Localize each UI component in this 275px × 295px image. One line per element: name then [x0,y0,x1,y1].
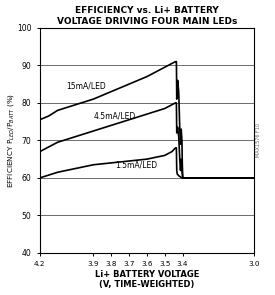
Text: MAX1576 F10: MAX1576 F10 [256,123,261,157]
Text: 1.5mA/LED: 1.5mA/LED [115,160,157,169]
X-axis label: Li+ BATTERY VOLTAGE
(V, TIME-WEIGHTED): Li+ BATTERY VOLTAGE (V, TIME-WEIGHTED) [95,270,199,289]
Text: 4.5mA/LED: 4.5mA/LED [93,112,136,120]
Text: 15mA/LED: 15mA/LED [67,81,106,91]
Y-axis label: EFFICIENCY P$_{LED}$/P$_{BATT}$ (%): EFFICIENCY P$_{LED}$/P$_{BATT}$ (%) [6,93,16,188]
Title: EFFICIENCY vs. Li+ BATTERY
VOLTAGE DRIVING FOUR MAIN LEDs: EFFICIENCY vs. Li+ BATTERY VOLTAGE DRIVI… [57,6,237,26]
